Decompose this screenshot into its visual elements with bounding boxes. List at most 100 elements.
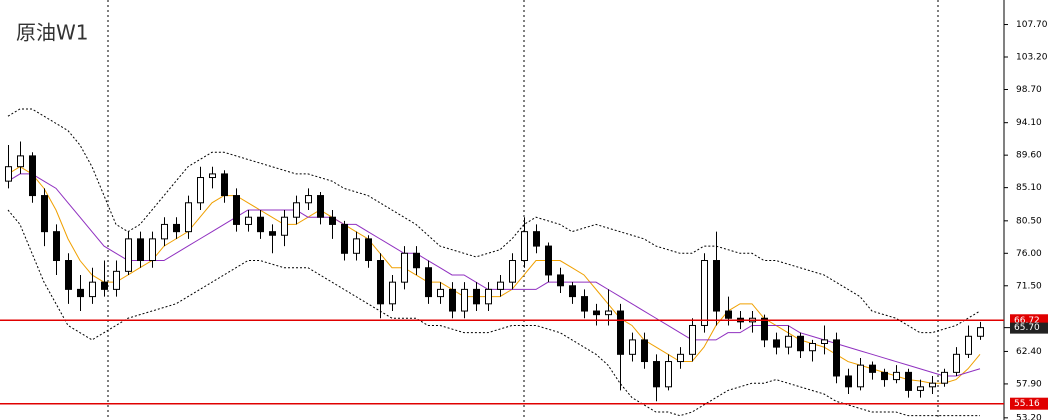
candle-body <box>893 371 900 381</box>
indicator-line <box>7 108 981 334</box>
y-tick-label: 53.20 <box>1016 413 1042 420</box>
candle-body <box>881 371 888 381</box>
y-tick-label: 62.40 <box>1016 347 1042 357</box>
candle-body <box>233 195 240 225</box>
candle-body <box>317 195 324 218</box>
indicator-line <box>7 166 981 384</box>
candle-body <box>929 382 936 388</box>
candle-body <box>605 310 612 316</box>
candle-body <box>77 288 84 298</box>
candle-body <box>341 223 348 254</box>
candle-body <box>917 386 924 391</box>
candle-body <box>581 296 588 312</box>
y-tick-label: 103.20 <box>1016 53 1048 63</box>
candle-body <box>329 216 336 225</box>
current-price-label: 65.70 <box>1014 323 1040 333</box>
candle-body <box>689 324 696 355</box>
candle-body <box>305 195 312 204</box>
candle-body <box>773 339 780 348</box>
candle-body <box>221 173 228 197</box>
price-level-label: 55.16 <box>1014 399 1040 409</box>
candle-body <box>497 281 504 290</box>
candle-body <box>293 202 300 218</box>
candle-body <box>569 285 576 298</box>
candle-body <box>785 335 792 348</box>
y-tick-label: 76.00 <box>1016 249 1042 259</box>
candle-body <box>89 281 96 298</box>
y-tick-label: 85.10 <box>1016 183 1042 193</box>
candle-body <box>257 216 264 233</box>
candle-body <box>425 267 432 298</box>
price-level-label: 66.72 <box>1014 316 1040 326</box>
candle-body <box>377 260 384 305</box>
current-price-tag <box>1010 322 1048 334</box>
candle-body <box>173 223 180 233</box>
indicator-line <box>7 173 981 377</box>
y-tick-label: 94.10 <box>1016 118 1042 128</box>
candle-body <box>797 335 804 352</box>
candle-body <box>809 343 816 352</box>
candle-body <box>413 252 420 269</box>
candle-body <box>557 274 564 287</box>
candle-body <box>677 353 684 363</box>
candle-body <box>905 371 912 391</box>
candle-body <box>485 288 492 305</box>
candle-body <box>833 339 840 377</box>
candle-body <box>617 310 624 355</box>
y-tick-label: 107.70 <box>1016 20 1048 30</box>
candle-body <box>101 281 108 290</box>
candle-body <box>125 238 132 272</box>
candle-body <box>953 353 960 373</box>
candle-body <box>473 288 480 305</box>
candle-body <box>869 364 876 373</box>
candle-body <box>65 260 72 290</box>
candle-body <box>629 339 636 355</box>
candle-body <box>965 335 972 355</box>
candle-body <box>665 361 672 388</box>
y-tick-label: 98.70 <box>1016 85 1042 95</box>
candle-body <box>269 231 276 236</box>
candle-body <box>185 202 192 233</box>
candle-body <box>437 288 444 298</box>
candle-body <box>353 238 360 254</box>
candle-body <box>149 238 156 262</box>
candle-body <box>533 231 540 247</box>
candle-body <box>137 238 144 262</box>
candle-body <box>713 260 720 312</box>
candle-body <box>509 260 516 283</box>
candle-body <box>5 166 12 182</box>
candle-body <box>161 223 168 240</box>
y-tick-label: 80.50 <box>1016 216 1042 226</box>
candle-body <box>641 339 648 363</box>
candle-body <box>857 364 864 388</box>
candle-body <box>977 327 984 337</box>
candle-body <box>41 195 48 233</box>
candle-body <box>761 317 768 341</box>
candle-body <box>245 216 252 225</box>
candle-body <box>461 288 468 312</box>
candle-body <box>449 288 456 312</box>
candle-body <box>941 371 948 384</box>
candle-body <box>593 310 600 316</box>
chart-title: 原油W1 <box>16 21 89 45</box>
y-tick-label: 71.50 <box>1016 281 1042 291</box>
candle-body <box>701 260 708 326</box>
candle-body <box>53 231 60 262</box>
candle-body <box>365 238 372 262</box>
candle-body <box>821 339 828 345</box>
price-level-tag <box>1010 397 1048 410</box>
candle-body <box>521 231 528 262</box>
y-tick-label: 89.60 <box>1016 151 1042 161</box>
candle-body <box>389 281 396 305</box>
candle-body <box>653 361 660 388</box>
candle-body <box>725 310 732 319</box>
candle-body <box>845 375 852 388</box>
candle-body <box>401 252 408 283</box>
candle-body <box>17 155 24 168</box>
candle-body <box>281 216 288 236</box>
candle-body <box>113 270 120 290</box>
candle-body <box>29 155 36 197</box>
candle-body <box>197 177 204 204</box>
